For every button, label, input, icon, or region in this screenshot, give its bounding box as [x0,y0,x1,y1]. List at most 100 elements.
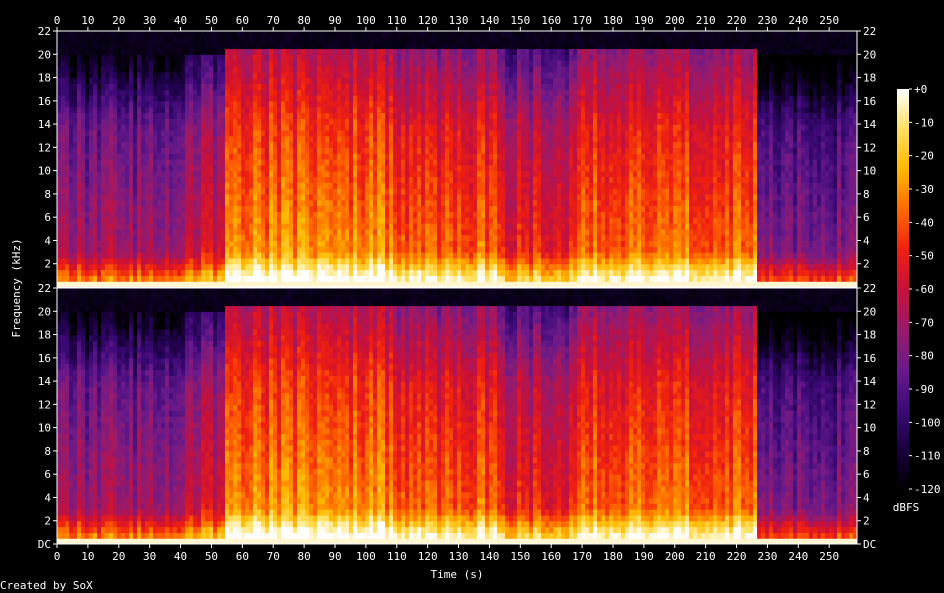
x-tick-label-bottom: 110 [387,550,407,563]
y-tick-label-left: 10 [38,422,51,435]
y-tick-label-left: 6 [44,211,51,224]
x-tick-label-bottom: 250 [819,550,839,563]
colorbar-tick-label: -20 [914,150,934,163]
x-tick-label-top: 150 [510,14,530,27]
x-tick-label-top: 140 [479,14,499,27]
x-tick-label-bottom: 30 [143,550,156,563]
colorbar-tick-label: -100 [914,416,941,429]
colorbar-gradient [897,89,909,489]
x-tick-label-bottom: 180 [603,550,623,563]
y-tick-label-right: 18 [863,329,876,342]
colorbar-label: dBFS [893,501,920,514]
x-tick-label-top: 220 [727,14,747,27]
y-tick-label-right: 16 [863,95,876,108]
x-tick-label-bottom: 0 [54,550,61,563]
x-tick-label-top: 240 [788,14,808,27]
x-tick-label-top: 160 [541,14,561,27]
y-tick-label-right: 2 [863,515,870,528]
x-tick-label-bottom: 50 [205,550,218,563]
x-tick-label-bottom: 150 [510,550,530,563]
x-tick-label-top: 20 [112,14,125,27]
y-tick-label-left: 4 [44,491,51,504]
y-tick-label-right: 22 [863,25,876,38]
x-tick-label-bottom: 190 [634,550,654,563]
x-tick-label-top: 50 [205,14,218,27]
y-tick-label-right: 16 [863,352,876,365]
y-tick-label-left: 8 [44,445,51,458]
y-tick-label-left: 14 [38,118,52,131]
x-tick-label-top: 170 [572,14,592,27]
x-tick-label-bottom: 130 [449,550,469,563]
y-tick-label-right: 10 [863,422,876,435]
y-tick-label-right: 20 [863,305,876,318]
x-tick-label-bottom: 240 [788,550,808,563]
y-tick-label-right: 6 [863,211,870,224]
colorbar-tick-label: -50 [914,250,934,263]
x-tick-label-top: 180 [603,14,623,27]
y-tick-label-right: DC [863,538,876,551]
x-tick-label-top: 210 [696,14,716,27]
x-tick-label-bottom: 120 [418,550,438,563]
x-tick-label-bottom: 90 [328,550,341,563]
y-tick-label-left: 18 [38,72,51,85]
x-tick-label-bottom: 70 [267,550,280,563]
x-tick-label-top: 70 [267,14,280,27]
spectrogram-panel-2 [57,288,857,544]
x-tick-label-top: 100 [356,14,376,27]
sox-credit: Created by SoX [0,579,93,592]
x-tick-label-bottom: 100 [356,550,376,563]
colorbar-tick-label: -40 [914,216,934,229]
colorbar-tick-label: -60 [914,283,934,296]
x-tick-label-top: 40 [174,14,187,27]
y-tick-label-left: 12 [38,141,51,154]
colorbar-tick-label: -90 [914,383,934,396]
x-tick-label-bottom: 160 [541,550,561,563]
y-tick-label-left: 18 [38,329,51,342]
colorbar-tick-label: -110 [914,450,941,463]
colorbar-tick-label: +0 [914,83,927,96]
x-tick-label-top: 190 [634,14,654,27]
x-tick-label-bottom: 20 [112,550,125,563]
y-tick-label-left: 20 [38,305,51,318]
panel-frame-1 [56,30,858,288]
y-tick-label-right: 20 [863,48,876,61]
panel-frame-2 [56,287,858,545]
x-tick-label-bottom: 230 [757,550,777,563]
x-tick-label-top: 120 [418,14,438,27]
x-tick-label-top: 30 [143,14,156,27]
y-tick-label-left: 2 [44,515,51,528]
y-tick-label-right: 4 [863,491,870,504]
x-tick-label-bottom: 80 [297,550,310,563]
x-tick-label-top: 60 [236,14,249,27]
y-tick-label-right: 6 [863,468,870,481]
y-tick-label-right: 12 [863,141,876,154]
x-tick-label-bottom: 170 [572,550,592,563]
y-tick-label-left: 14 [38,375,52,388]
x-tick-label-bottom: 210 [696,550,716,563]
x-tick-label-top: 230 [757,14,777,27]
x-tick-label-bottom: 200 [665,550,685,563]
y-tick-label-left: 10 [38,165,51,178]
y-tick-label-left: 4 [44,234,51,247]
x-tick-label-top: 200 [665,14,685,27]
y-tick-label-left: 12 [38,398,51,411]
y-tick-label-left: 20 [38,48,51,61]
colorbar: +0 -10 -20 -30 -40 -50 -60 -70 -80 -90 -100 -110 -12… [893,83,941,514]
colorbar-tick-label: -70 [914,316,934,329]
y-tick-label-left: 6 [44,468,51,481]
y-tick-label-left: 16 [38,95,51,108]
y-tick-label-right: 22 [863,282,876,295]
x-tick-label-top: 130 [449,14,469,27]
y-tick-label-left: DC [38,538,51,551]
y-tick-label-right: 14 [863,118,877,131]
x-tick-label-top: 10 [81,14,94,27]
y-tick-label-right: 18 [863,72,876,85]
x-axis-label: Time (s) [431,568,484,581]
y-tick-label-left: 16 [38,352,51,365]
y-tick-label-right: 12 [863,398,876,411]
colorbar-tick-label: -80 [914,350,934,363]
y-tick-label-right: 14 [863,375,877,388]
y-tick-label-right: 8 [863,445,870,458]
x-tick-label-top: 90 [328,14,341,27]
